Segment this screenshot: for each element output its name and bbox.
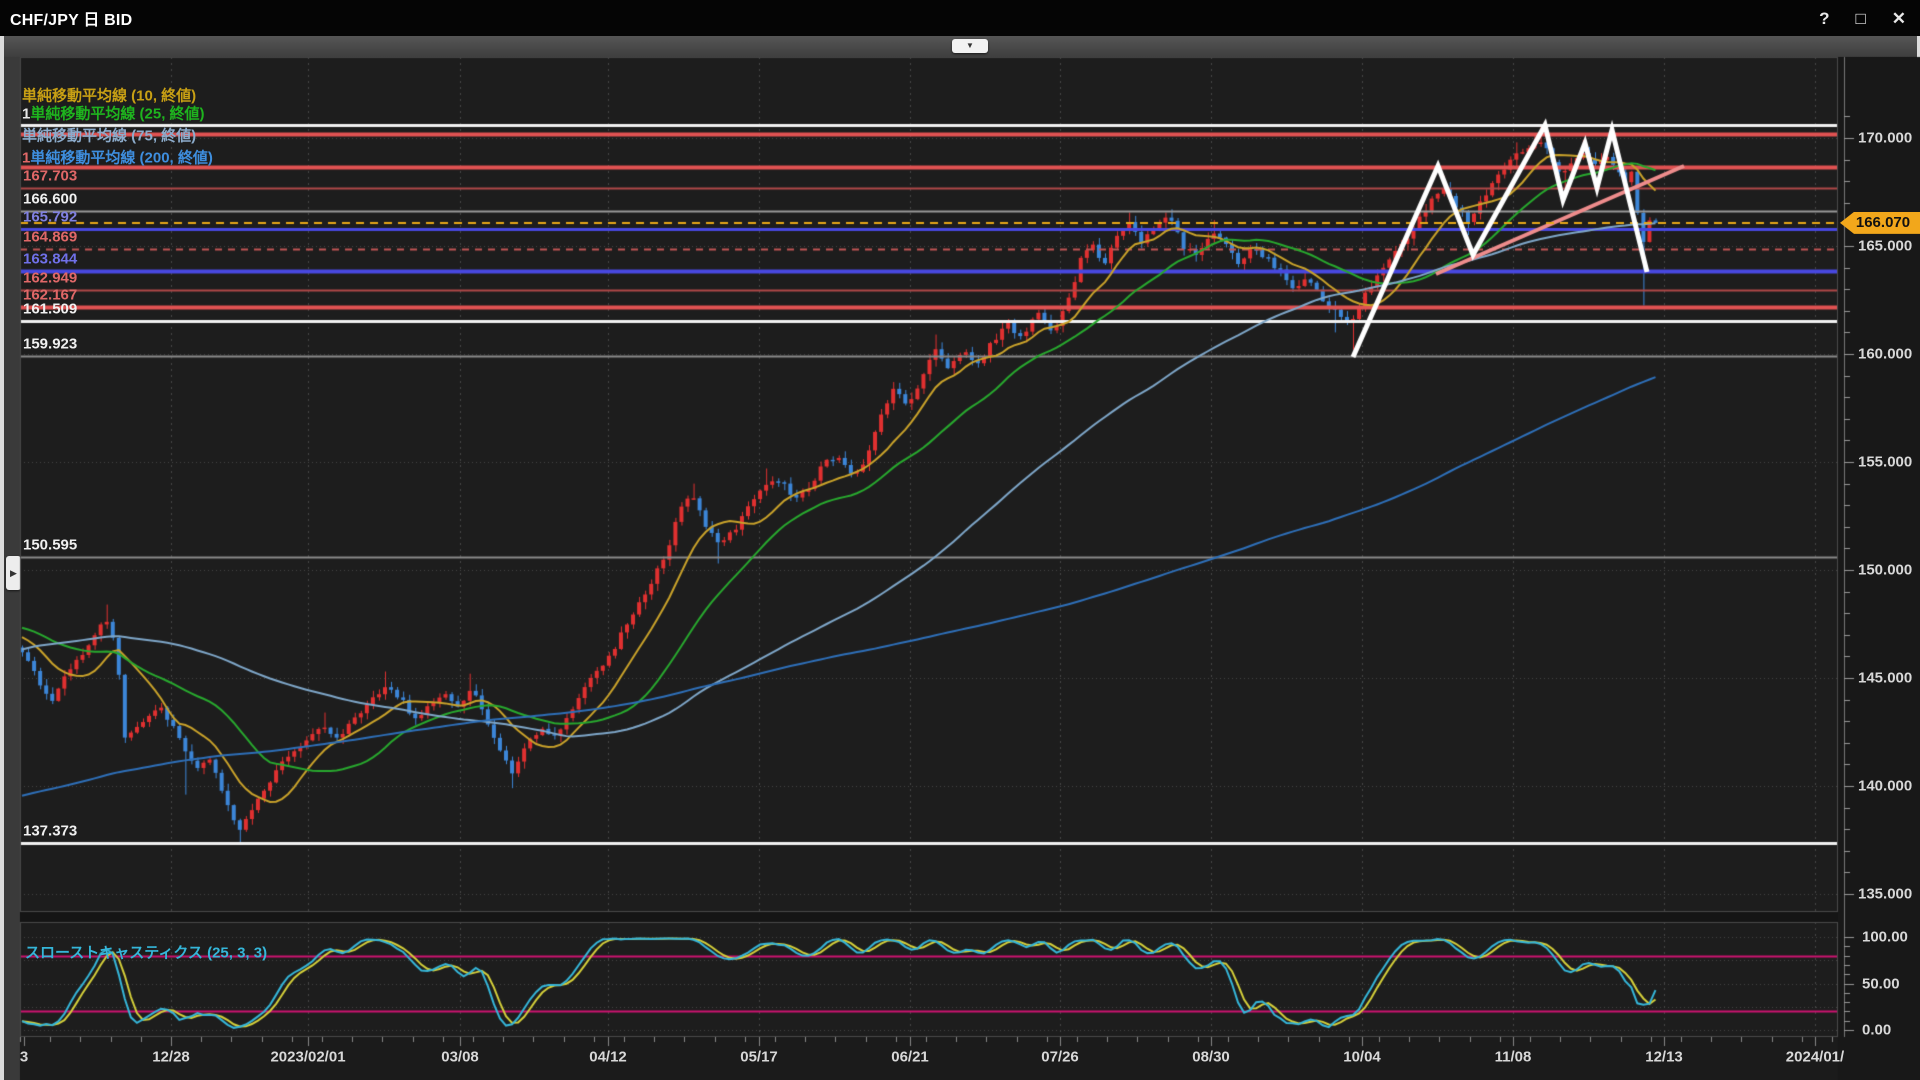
price-line-label: 166.600 — [23, 190, 78, 208]
x-axis-label: 12/28 — [152, 1048, 190, 1066]
y-axis-label: 170.000 — [1858, 129, 1913, 147]
y-axis-label: 145.000 — [1858, 669, 1913, 687]
y-axis-label: 165.000 — [1858, 237, 1913, 255]
x-axis-label: 04/12 — [589, 1048, 627, 1066]
price-line-label: 159.923 — [23, 335, 78, 353]
price-line-label: 165.792 — [23, 208, 78, 226]
x-axis-label: 3 — [19, 1048, 29, 1066]
price-line-label: 161.509 — [23, 300, 78, 318]
price-line-label: 164.869 — [23, 228, 78, 246]
legend-row-sma: 1単純移動平均線 (200, 終値) — [22, 147, 213, 168]
y-axis-label: 155.000 — [1858, 453, 1913, 471]
stoch-axis-label: 100.00 — [1862, 928, 1908, 946]
x-axis-label: 10/04 — [1343, 1048, 1381, 1066]
x-axis-label: 2024/01/ — [1785, 1048, 1845, 1066]
price-line-label: 163.844 — [23, 250, 78, 268]
x-axis-label: 12/13 — [1645, 1048, 1683, 1066]
y-axis-label: 150.000 — [1858, 561, 1913, 579]
y-axis-label: 140.000 — [1858, 777, 1913, 795]
legend-label: 単純移動平均線 (25, 終値) — [30, 105, 205, 123]
stochastics-legend: スローストキャスティクス (25, 3, 3) — [25, 944, 268, 962]
x-axis-label: 07/26 — [1041, 1048, 1079, 1066]
legend-label: 単純移動平均線 (200, 終値) — [30, 149, 213, 167]
x-axis-label: 2023/02/01 — [270, 1048, 346, 1066]
price-line-label: 137.373 — [23, 822, 78, 840]
x-axis-label: 03/08 — [441, 1048, 479, 1066]
legend-row-sma: 単純移動平均線 (75, 終値) — [22, 125, 196, 146]
stoch-axis-label: 50.00 — [1862, 975, 1900, 992]
obscured-price-label: 1 — [22, 105, 31, 123]
y-axis-label: 135.000 — [1858, 885, 1913, 903]
x-axis-label: 08/30 — [1192, 1048, 1230, 1066]
legend-label: 単純移動平均線 (10, 終値) — [22, 87, 197, 105]
stoch-axis-label: 0.00 — [1862, 1021, 1892, 1039]
price-line-label: 162.167 — [23, 286, 78, 304]
legend-row-sma: 1単純移動平均線 (25, 終値) — [22, 103, 205, 124]
price-line-label: 167.703 — [23, 167, 78, 185]
x-axis-label: 11/08 — [1494, 1048, 1532, 1066]
x-axis-label: 05/17 — [740, 1048, 778, 1066]
legend-label: 単純移動平均線 (75, 終値) — [22, 127, 197, 145]
x-axis-label: 06/21 — [891, 1048, 929, 1066]
y-axis-label: 160.000 — [1858, 345, 1913, 363]
legend-row-sma: 単純移動平均線 (10, 終値) — [22, 85, 196, 106]
price-line-label: 162.949 — [23, 269, 78, 287]
price-line-label: 150.595 — [23, 536, 78, 554]
current-price-badge: 166.070 — [1840, 211, 1920, 234]
obscured-price-label: 1 — [22, 149, 31, 167]
